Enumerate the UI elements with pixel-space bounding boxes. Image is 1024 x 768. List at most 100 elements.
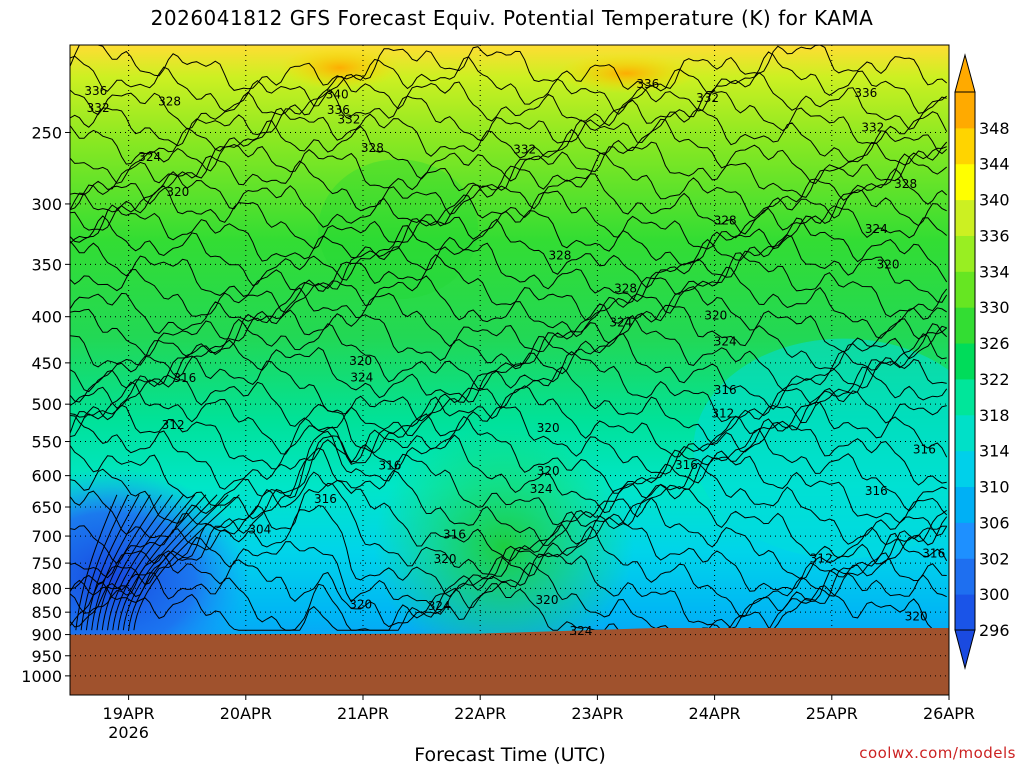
contour-line [70,315,948,393]
contour-label: 336 [854,86,877,100]
contour-line [70,562,947,631]
y-tick-label: 800 [31,579,62,598]
contour-label: 324 [570,624,593,638]
colorbar-frame [954,91,976,631]
contour-line [128,494,229,631]
contour-line [107,494,185,631]
contour-line [70,266,947,339]
contour-line [70,581,947,631]
contour-line [80,494,129,631]
contour-label: 316 [714,383,737,397]
y-tick-label: 650 [31,498,62,517]
contour-label: 320 [166,185,189,199]
contour-line [70,204,948,266]
contour-label: 328 [158,94,181,108]
y-tick-label: 1000 [21,667,62,686]
contour-label: 332 [696,91,719,105]
x-tick-label: 25APR [806,704,858,723]
contour-line [70,234,948,303]
colorbar-label: 344 [979,155,1010,174]
colorbar-swatch [955,558,975,595]
contour-label: 316 [379,459,402,473]
contour-line [70,168,948,235]
colorbar-label: 318 [979,406,1010,425]
colorbar-label: 322 [979,370,1010,389]
contour-line [75,494,118,631]
colorbar-label: 336 [979,226,1010,245]
colorbar-label: 334 [979,262,1010,281]
colorbar-label: 310 [979,478,1010,497]
contour-line [70,401,948,475]
colorbar-swatch [955,378,975,416]
x-tick-label: 24APR [689,704,741,723]
chart-title: 2026041812 GFS Forecast Equiv. Potential… [150,6,874,30]
y-tick-label: 550 [31,433,62,452]
contour-label: 312 [162,418,185,432]
colorbar-swatch [955,343,975,380]
colorbar-label: 340 [979,191,1010,210]
contour-label: 324 [350,370,373,384]
contour-label: 332 [337,113,360,127]
contour-line [112,494,196,631]
contour-label: 304 [248,522,271,536]
contour-line [70,91,948,147]
contour-label: 324 [714,334,737,348]
dry-region-east [693,338,949,559]
y-tick-label: 250 [31,123,62,142]
contour-line [91,494,151,631]
x-year-label: 2026 [108,723,149,742]
contour-line [70,482,947,580]
colorbar-label: 302 [979,549,1010,568]
contour-line [70,471,948,564]
colorbar-swatch [955,594,975,631]
moist-plume [373,427,634,668]
x-tick-label: 19APR [103,704,155,723]
contour-label: 320 [877,257,900,271]
credit-text: coolwx.com/models [859,744,1016,762]
contour-label: 328 [714,214,737,228]
contour-label: 320 [434,552,457,566]
contour-line [133,494,240,631]
colorbar-swatch [955,235,975,272]
colorbar-swatch [955,199,975,236]
y-tick-label: 750 [31,554,62,573]
contour-line [70,381,947,458]
y-tick-label: 900 [31,626,62,645]
contour-label: 324 [530,482,553,496]
y-tick-label: 350 [31,255,62,274]
y-tick-label: 600 [31,467,62,486]
contour-label: 328 [614,281,637,295]
colorbar-swatch [955,522,975,559]
plot-frame [69,44,950,696]
contour-line [70,118,948,185]
contour-label: 336 [636,77,659,91]
colorbar-label: 300 [979,585,1010,604]
colorbar-swatch [955,127,975,165]
contour-label: 332 [87,101,110,115]
contour-label: 316 [922,547,945,561]
contour-label: 316 [913,442,936,456]
y-tick-label: 300 [31,195,62,214]
contour-label: 320 [349,354,372,368]
x-tick-label: 26APR [923,704,975,723]
colorbar-label: 348 [979,119,1010,138]
contour-line [70,252,948,321]
contour-line [101,494,173,631]
x-axis-label: Forecast Time (UTC) [414,744,606,766]
colorbar-swatch [955,92,975,129]
colorbar-swatch [955,414,975,452]
contour-line [70,447,948,546]
warm-spot-upper-mid [556,53,697,94]
colorbar-label: 330 [979,298,1010,317]
contour-line [70,504,947,598]
x-tick-label: 20APR [220,704,272,723]
contour-label: 312 [810,551,833,565]
contour-line [70,286,948,357]
colorbar-label: 306 [979,513,1010,532]
contour-label: 316 [173,371,196,385]
contour-label: 316 [675,458,698,472]
colorbar-label: 314 [979,442,1010,461]
contour-label: 320 [704,309,727,323]
contour-label: 316 [314,492,337,506]
